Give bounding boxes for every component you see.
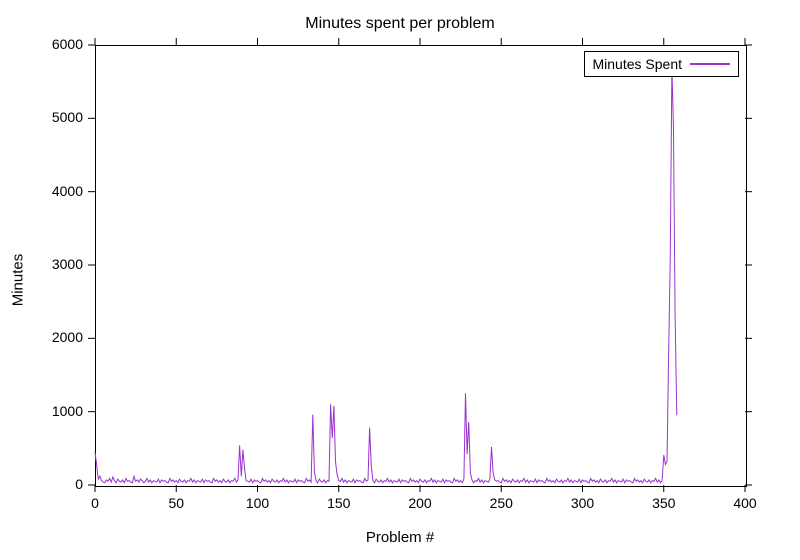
y-tick-label: 4000 <box>33 183 83 199</box>
legend-line-sample <box>690 63 730 65</box>
x-tick-label: 250 <box>481 495 521 511</box>
x-tick-label: 50 <box>156 495 196 511</box>
chart-svg <box>0 0 800 560</box>
y-tick-label: 5000 <box>33 109 83 125</box>
legend: Minutes Spent <box>584 51 740 77</box>
y-tick-label: 6000 <box>33 36 83 52</box>
y-tick-label: 1000 <box>33 403 83 419</box>
y-tick-label: 2000 <box>33 329 83 345</box>
y-tick-label: 0 <box>33 476 83 492</box>
y-tick-label: 3000 <box>33 256 83 272</box>
series-line <box>95 67 677 483</box>
x-tick-label: 150 <box>319 495 359 511</box>
chart-container: Minutes spent per problem Minutes Proble… <box>0 0 800 560</box>
x-tick-label: 300 <box>563 495 603 511</box>
legend-label: Minutes Spent <box>593 56 683 72</box>
x-tick-label: 200 <box>400 495 440 511</box>
x-tick-label: 0 <box>75 495 115 511</box>
x-tick-label: 100 <box>238 495 278 511</box>
x-tick-label: 350 <box>644 495 684 511</box>
x-tick-label: 400 <box>725 495 765 511</box>
